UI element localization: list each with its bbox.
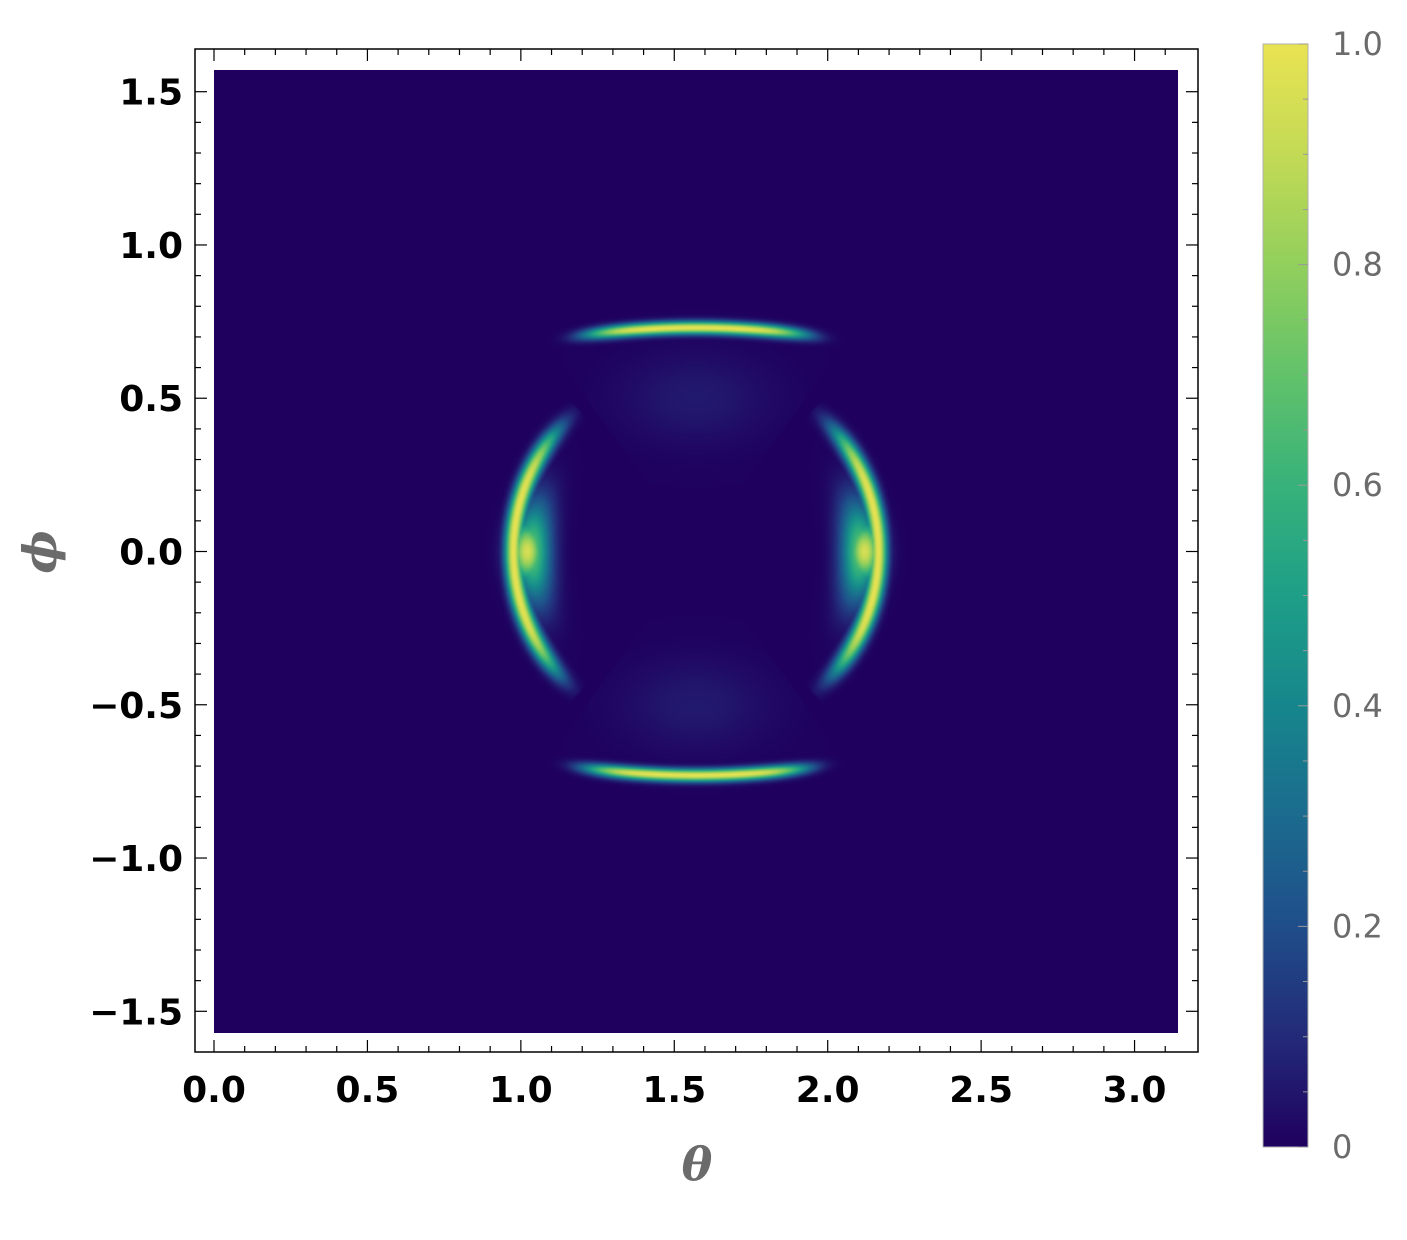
colorbar-tick-label: 0.4 — [1332, 687, 1383, 725]
y-axis-ticks: −1.5 −1.0 −0.5 0.0 0.5 1.0 1.5 — [89, 73, 1198, 1033]
x-axis-title: θ — [682, 1137, 713, 1191]
colorbar-tick-label: 1.0 — [1332, 25, 1383, 63]
colorbar-tick-label: 0.8 — [1332, 246, 1383, 284]
colorbar-tick-label: 0.6 — [1332, 466, 1383, 504]
y-tick-label: 1.5 — [119, 73, 183, 114]
x-tick-label: 0.0 — [182, 1070, 246, 1111]
y-tick-label: −1.0 — [89, 839, 183, 880]
colorbar-ticks: 0 0.2 0.4 0.6 0.8 1.0 — [1298, 25, 1383, 1166]
x-tick-label: 1.5 — [642, 1070, 706, 1111]
x-tick-label: 0.5 — [336, 1070, 400, 1111]
colorbar-tick-label: 0.2 — [1332, 907, 1383, 945]
colorbar-tick-label: 0 — [1332, 1128, 1352, 1166]
x-tick-label: 2.5 — [949, 1070, 1013, 1111]
x-tick-label: 1.0 — [489, 1070, 553, 1111]
y-tick-label: 0.0 — [119, 533, 183, 574]
y-axis-title: ϕ — [13, 530, 67, 573]
heatmap-area — [214, 70, 1178, 1033]
x-tick-label: 2.0 — [796, 1070, 860, 1111]
x-axis-ticks: 0.0 0.5 1.0 1.5 2.0 2.5 3.0 — [182, 49, 1166, 1111]
y-tick-label: −1.5 — [89, 992, 183, 1033]
colorbar — [1262, 43, 1309, 1148]
y-tick-label: −0.5 — [89, 686, 183, 727]
x-tick-label: 3.0 — [1103, 1070, 1167, 1111]
y-tick-label: 0.5 — [119, 379, 183, 420]
heatmap-image — [214, 70, 1178, 1033]
y-tick-label: 1.0 — [119, 226, 183, 267]
